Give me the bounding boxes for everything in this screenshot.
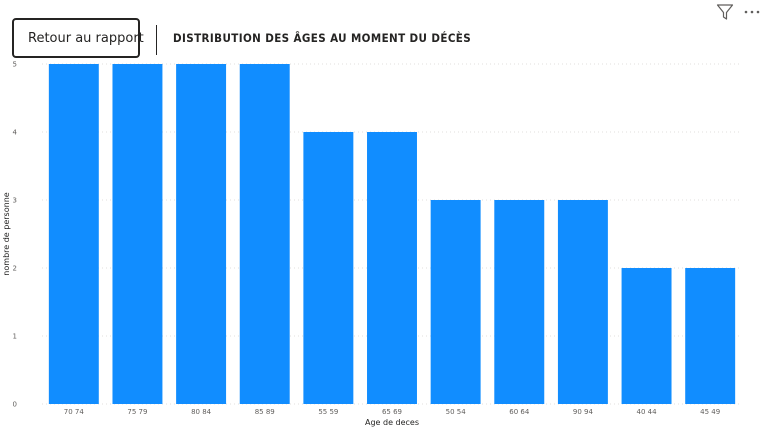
header-divider (156, 25, 157, 55)
bar (557, 200, 608, 404)
x-tick-label: 45 49 (700, 408, 720, 416)
x-tick-label: 60 64 (509, 408, 530, 416)
bar (367, 132, 417, 404)
bar (48, 64, 99, 404)
y-tick-label: 3 (13, 197, 17, 205)
y-tick-label: 4 (13, 129, 18, 137)
bar (239, 64, 290, 404)
x-tick-label: 70 74 (64, 408, 85, 416)
bar (303, 132, 354, 404)
bar (176, 64, 227, 404)
x-tick-label: 80 84 (191, 408, 212, 416)
x-tick-label: 75 79 (127, 408, 147, 416)
bar (494, 200, 545, 404)
x-axis-title: Age de deces (365, 418, 419, 427)
more-options-icon[interactable] (743, 3, 761, 21)
y-tick-label: 0 (13, 401, 17, 409)
filter-icon[interactable] (716, 3, 734, 21)
x-tick-label: 65 69 (382, 408, 402, 416)
y-axis-title: nombre de personne (2, 192, 11, 275)
x-tick-label: 50 54 (446, 408, 467, 416)
bar (621, 268, 672, 404)
back-to-report-button[interactable]: Retour au rapport (12, 18, 144, 58)
back-button-label: Retour au rapport (28, 30, 144, 46)
x-tick-label: 85 89 (255, 408, 275, 416)
y-tick-label: 2 (13, 265, 17, 273)
bar (430, 200, 481, 404)
x-tick-label: 40 44 (637, 408, 658, 416)
bar (112, 64, 163, 404)
x-tick-label: 90 94 (573, 408, 594, 416)
bar (685, 268, 736, 404)
chart-title: DISTRIBUTION DES ÂGES AU MOMENT DU DÉCÈS (173, 31, 472, 45)
y-tick-label: 5 (13, 61, 17, 69)
x-tick-label: 55 59 (318, 408, 338, 416)
y-tick-label: 1 (13, 333, 17, 341)
